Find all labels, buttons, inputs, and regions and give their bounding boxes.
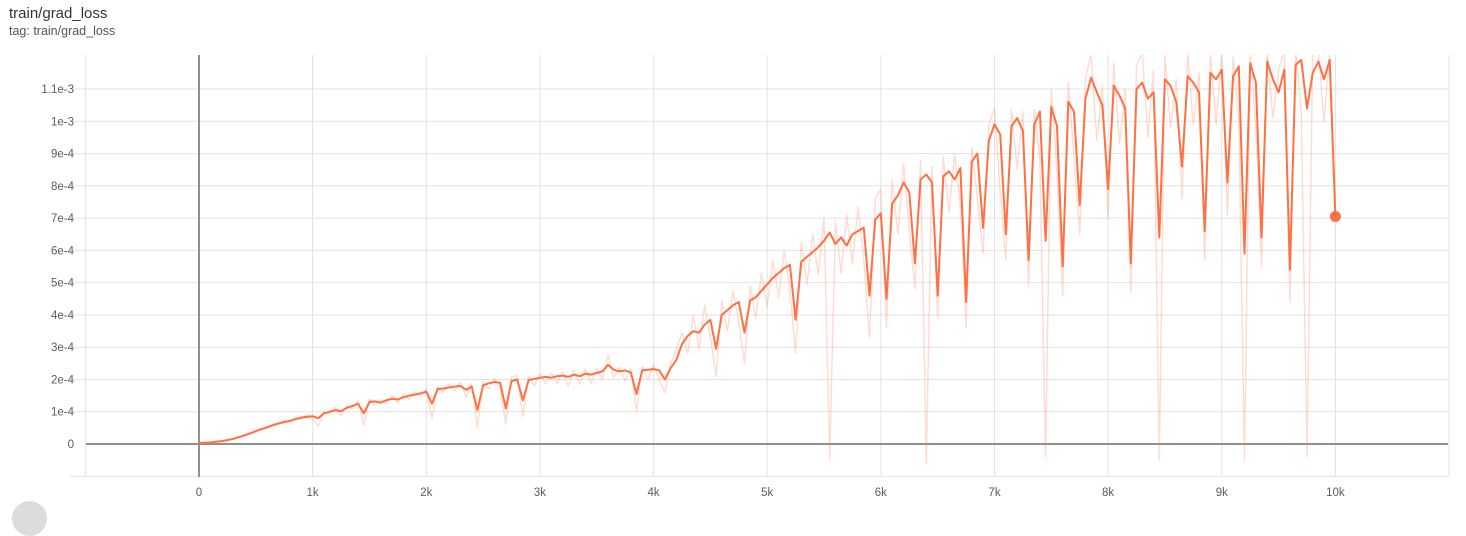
svg-text:4k: 4k xyxy=(648,487,660,499)
final-point-dot[interactable] xyxy=(1329,211,1341,222)
gridlines xyxy=(70,55,1450,477)
x-tick-labels: 0 1k 2k 3k 4k 5k 6k 7k 8k 9k 10k xyxy=(196,487,1345,499)
svg-text:1k: 1k xyxy=(307,487,319,499)
svg-text:2k: 2k xyxy=(420,487,432,499)
svg-text:1e-4: 1e-4 xyxy=(51,407,75,419)
card-action-button[interactable] xyxy=(12,501,47,536)
svg-text:7e-4: 7e-4 xyxy=(51,213,75,225)
svg-text:2e-4: 2e-4 xyxy=(51,375,75,387)
svg-text:7k: 7k xyxy=(988,487,1000,499)
smoothed-series-line xyxy=(198,59,1337,444)
svg-text:9k: 9k xyxy=(1216,487,1228,499)
svg-text:3k: 3k xyxy=(534,487,546,499)
svg-text:5e-4: 5e-4 xyxy=(51,278,75,290)
svg-text:1e-3: 1e-3 xyxy=(51,116,74,128)
svg-text:0: 0 xyxy=(196,487,202,499)
y-tick-labels: 0 1e-4 2e-4 3e-4 4e-4 5e-4 6e-4 7e-4 8e-4 9e-4 1e-… xyxy=(41,84,74,451)
svg-text:4e-4: 4e-4 xyxy=(51,310,75,322)
unsmoothed-series-line xyxy=(198,55,1337,465)
svg-text:9e-4: 9e-4 xyxy=(51,149,75,161)
zero-axes xyxy=(86,55,1448,477)
chart-tag-subtitle: tag: train/grad_loss xyxy=(9,23,116,38)
svg-text:10k: 10k xyxy=(1326,487,1345,499)
scalar-chart[interactable]: 0 1e-4 2e-4 3e-4 4e-4 5e-4 6e-4 7e-4 8e-4 9e-4 1e-… xyxy=(0,0,1466,508)
svg-text:0: 0 xyxy=(68,439,74,451)
chart-title: train/grad_loss xyxy=(9,5,108,22)
svg-text:6e-4: 6e-4 xyxy=(51,245,75,257)
chart-card-header: train/grad_loss tag: train/grad_loss xyxy=(9,5,115,39)
svg-text:5k: 5k xyxy=(761,487,773,499)
svg-text:8k: 8k xyxy=(1102,487,1114,499)
svg-text:3e-4: 3e-4 xyxy=(51,342,75,354)
svg-text:6k: 6k xyxy=(875,487,887,499)
svg-text:8e-4: 8e-4 xyxy=(51,181,75,193)
svg-text:1.1e-3: 1.1e-3 xyxy=(41,84,74,96)
